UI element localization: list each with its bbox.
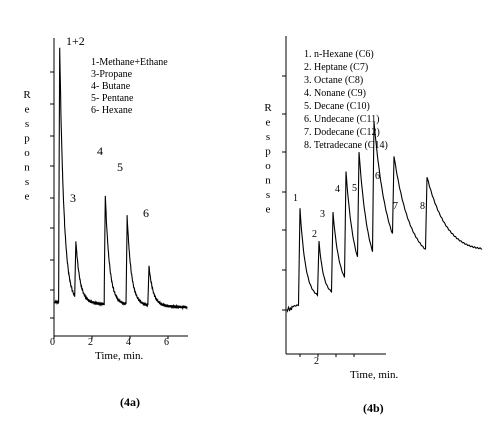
panel-4a-y-axis-label-letter: e (25, 104, 30, 116)
panel-4b-x-axis-label: Time, min. (350, 369, 398, 381)
panel-4a-y-axis-label-letter: e (25, 191, 30, 203)
panel-4b-peak-label-6: 6 (375, 171, 380, 182)
panel-4b-legend-item: 8. Tetradecane (C14) (304, 140, 388, 151)
panel-4a-y-axis-label-letter: o (24, 147, 30, 159)
panel-4a-peak-label-1+2: 1+2 (66, 34, 85, 48)
panel-4a-legend-item: 3-Propane (91, 69, 133, 80)
panel-4b-peak-label-5: 5 (352, 183, 357, 194)
panel-4a-y-axis-label-letter: s (25, 176, 29, 188)
panel-4b-y-axis-label-letter: e (266, 204, 271, 216)
panel-4b-caption: (4b) (363, 401, 384, 415)
panel-4b-peak-label-1: 1 (293, 193, 298, 204)
panel-4a-x-ticks (53, 336, 169, 339)
panel-4b-peak-label-7: 7 (393, 201, 398, 212)
panel-4a-x-tick-label: 0 (50, 337, 55, 348)
panel-4b-legend-item: 4. Nonane (C9) (304, 88, 366, 99)
panel-4a-y-axis-label-letter: s (25, 118, 29, 130)
panel-4b-legend-item: 7. Dodecane (C12) (304, 127, 380, 138)
panel-4b-y-axis-label-letter: o (265, 160, 271, 172)
panel-4b-legend-item: 2. Heptane (C7) (304, 62, 368, 73)
panel-4b-y-ticks (282, 75, 286, 311)
panel-4b-y-axis-label-letter: s (266, 189, 270, 201)
panel-4a-legend-item: 5- Pentane (91, 93, 134, 104)
panel-4a-legend: 1-Methane+Ethane 3-Propane 4- Butane 5- … (91, 57, 168, 116)
panel-4b-y-axis-label-letter: e (266, 117, 271, 129)
panel-4a-y-axis-label-letter: n (24, 162, 30, 174)
panel-4a-x-tick-label: 4 (126, 337, 131, 348)
panel-4b-legend-item: 3. Octane (C8) (304, 75, 363, 86)
panel-4b-peak-label-8: 8 (420, 201, 425, 212)
panel-4a-peak-label-3: 3 (70, 191, 76, 205)
panel-4b-legend: 1. n-Hexane (C6) 2. Heptane (C7) 3. Octa… (304, 49, 388, 151)
panel-4a-caption: (4a) (120, 395, 140, 409)
panel-4b-y-axis-label-letter: s (266, 131, 270, 143)
panel-4b-y-axis-label-letter: R (264, 102, 272, 114)
panel-4a-y-axis-label-letter: p (24, 133, 30, 145)
panel-4b-peak-label-2: 2 (312, 229, 317, 240)
panel-4b-signal-trace (286, 121, 483, 313)
panel-4b-peak-label-3: 3 (320, 209, 325, 220)
panel-4a-peak-label-4: 4 (97, 144, 103, 158)
panel-4a-x-tick-label: 2 (88, 337, 93, 348)
panel-4b-y-axis-label-letter: n (265, 175, 271, 187)
panel-4a-signal-trace (54, 47, 188, 311)
panel-4b-legend-item: 1. n-Hexane (C6) (304, 49, 374, 60)
panel-4a-x-tick-label: 6 (164, 337, 169, 348)
panel-4a-peak-label-6: 6 (143, 206, 149, 220)
panel-4a-peak-label-5: 5 (117, 160, 123, 174)
panel-4a-legend-item: 4- Butane (91, 81, 131, 92)
panel-4a-legend-item: 6- Hexane (91, 105, 133, 116)
panel-4a-legend-item: 1-Methane+Ethane (91, 57, 168, 68)
panel-4b-x-tick-label: 2 (314, 356, 319, 367)
panel-4b-y-axis-label-letter: p (265, 146, 271, 158)
panel-4b-legend-item: 5. Decane (C10) (304, 101, 370, 112)
panel-4b-x-ticks (299, 354, 355, 357)
panel-4b-peak-label-4: 4 (335, 184, 340, 195)
panel-4a-y-ticks (50, 71, 54, 319)
panel-4a-x-axis-label: Time, min. (95, 350, 143, 362)
panel-4a-y-axis-label-letter: R (23, 89, 31, 101)
panel-4b-legend-item: 6. Undecane (C11) (304, 114, 379, 125)
